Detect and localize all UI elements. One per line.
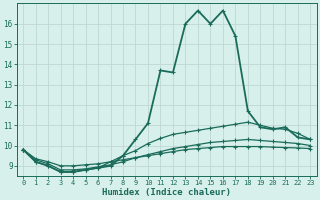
X-axis label: Humidex (Indice chaleur): Humidex (Indice chaleur) (102, 188, 231, 197)
